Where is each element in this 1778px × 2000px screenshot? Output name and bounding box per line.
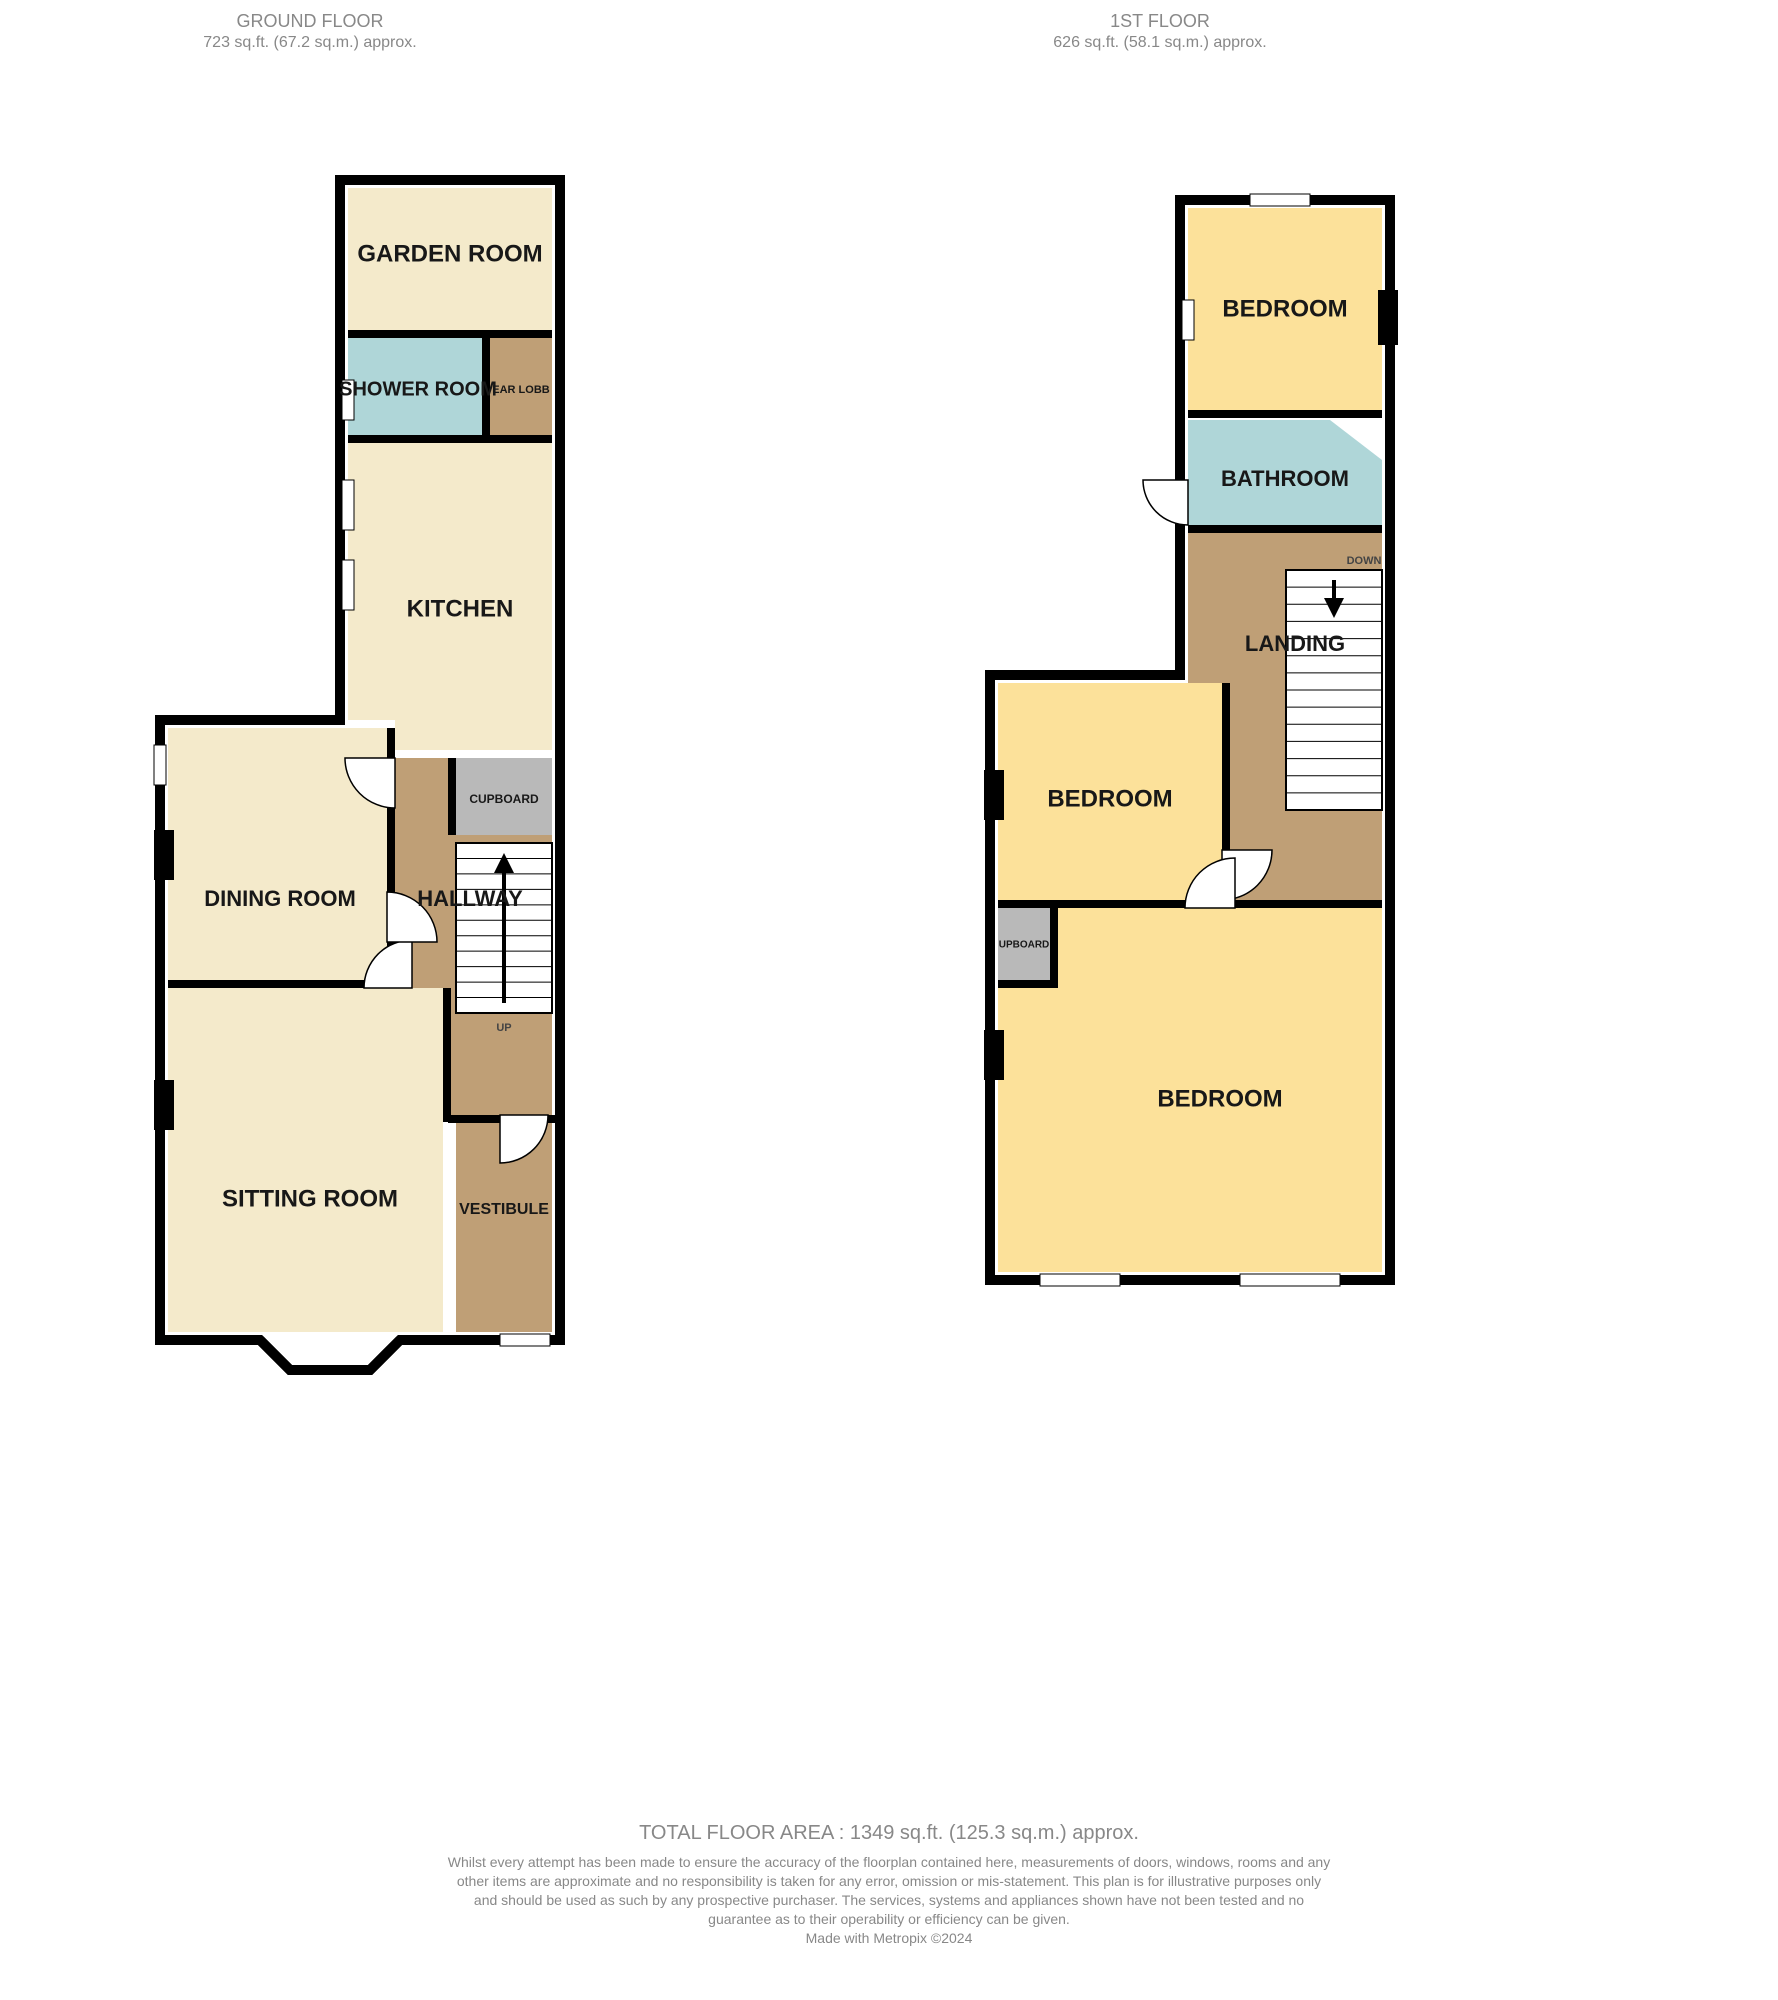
chimney-breast (1378, 290, 1398, 345)
label-bedroom-2: BEDROOM (1047, 785, 1172, 812)
label-rear-lobby: EAR LOBB (492, 384, 550, 396)
stair-label: DOWN (1347, 555, 1382, 567)
label-cupboard-2: UPBOARD (999, 940, 1050, 951)
label-vestibule: VESTIBULE (459, 1201, 549, 1218)
label-bedroom-3: BEDROOM (1157, 1085, 1282, 1112)
chimney-breast (154, 830, 174, 880)
bay-window (260, 1340, 400, 1370)
window (1250, 194, 1310, 206)
label-dining-room: DINING ROOM (204, 886, 356, 911)
label-shower-room: SHOWER ROOM (339, 378, 497, 400)
window (500, 1334, 550, 1346)
inner-wall (1188, 525, 1382, 533)
window (154, 745, 166, 785)
inner-wall (998, 980, 1058, 988)
window (1040, 1274, 1120, 1286)
chimney-breast (984, 1030, 1004, 1080)
label-bedroom-1: BEDROOM (1222, 295, 1347, 322)
label-cupboard: CUPBOARD (469, 792, 539, 806)
room-sitting-room (168, 988, 443, 1332)
inner-wall (168, 980, 395, 988)
label-landing: LANDING (1245, 631, 1345, 656)
stair-label: UP (496, 1022, 511, 1034)
inner-wall (348, 435, 552, 443)
inner-wall (448, 758, 456, 835)
inner-wall (348, 330, 552, 338)
label-sitting-room: SITTING ROOM (222, 1185, 398, 1212)
disclaimer: Whilst every attempt has been made to en… (445, 1853, 1334, 1929)
label-kitchen: KITCHEN (407, 595, 514, 622)
inner-wall (443, 988, 451, 1122)
label-bathroom: BATHROOM (1221, 466, 1349, 491)
made-with: Made with Metropix ©2024 (445, 1929, 1334, 1948)
door-swing (1143, 480, 1188, 525)
label-garden-room: GARDEN ROOM (357, 240, 542, 267)
label-hallway: HALLWAY (417, 886, 523, 911)
inner-wall (1188, 410, 1382, 418)
footer: TOTAL FLOOR AREA : 1349 sq.ft. (125.3 sq… (445, 1820, 1334, 1947)
window (342, 480, 354, 530)
chimney-breast (984, 770, 1004, 820)
inner-wall (1050, 908, 1058, 988)
chimney-breast (154, 1080, 174, 1130)
window (342, 560, 354, 610)
total-area: TOTAL FLOOR AREA : 1349 sq.ft. (125.3 sq… (445, 1820, 1334, 1847)
window (1182, 300, 1194, 340)
floorplan-svg: UP GARDEN ROOM SHOWER ROOMEAR LOBB KITCHEN C… (0, 0, 1778, 2000)
window (1240, 1274, 1340, 1286)
